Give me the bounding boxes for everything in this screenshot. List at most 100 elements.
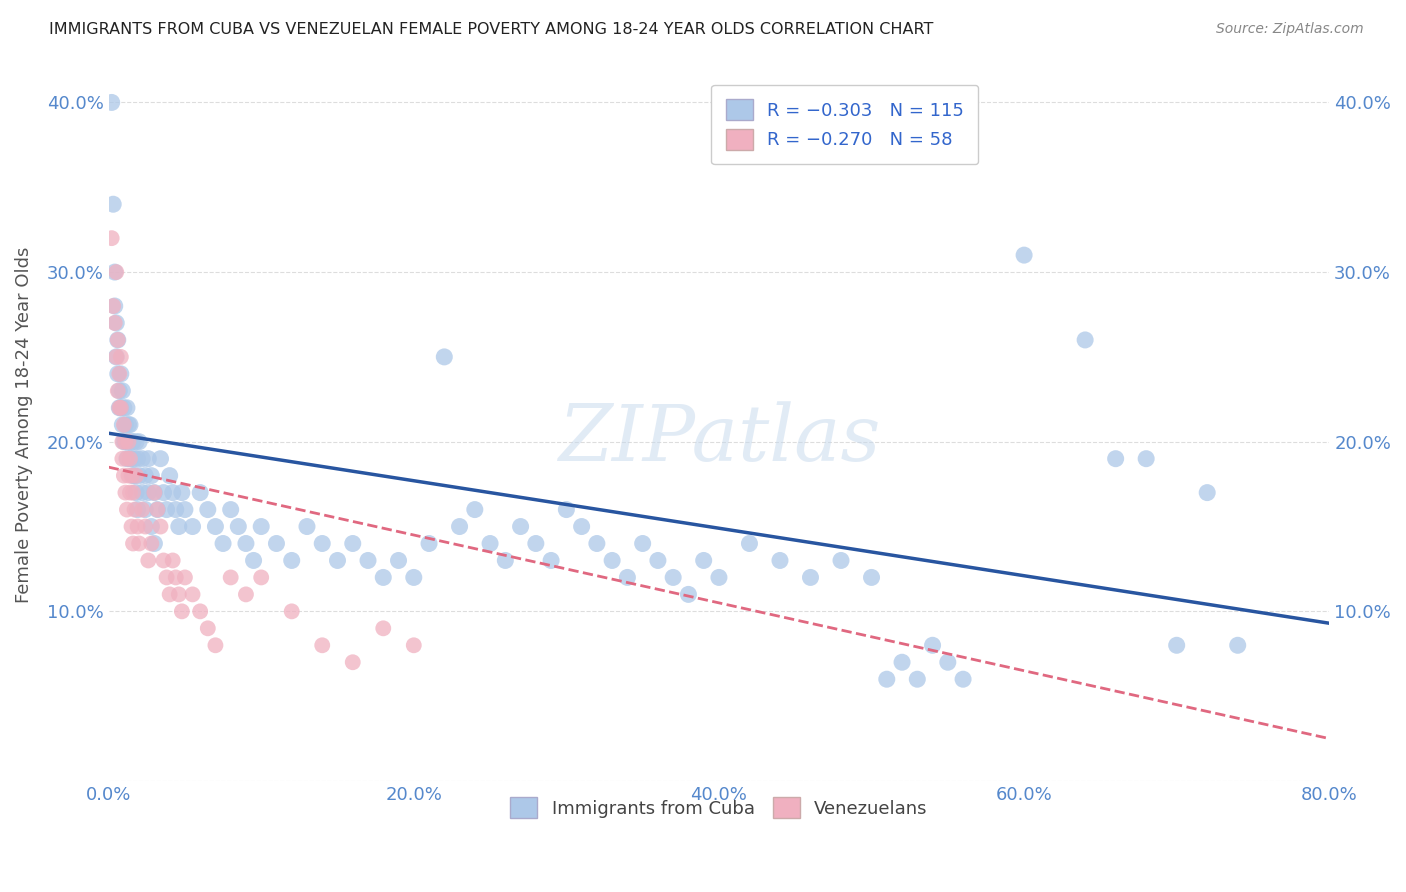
Point <box>707 570 730 584</box>
Point <box>155 570 177 584</box>
Point <box>876 672 898 686</box>
Point <box>418 536 440 550</box>
Legend: Immigrants from Cuba, Venezuelans: Immigrants from Cuba, Venezuelans <box>503 790 935 825</box>
Point <box>125 468 148 483</box>
Point <box>342 655 364 669</box>
Point <box>402 570 425 584</box>
Point <box>678 587 700 601</box>
Point <box>108 384 131 398</box>
Point <box>115 401 138 415</box>
Point <box>174 570 197 584</box>
Point <box>108 401 131 415</box>
Point <box>143 536 166 550</box>
Point <box>165 570 187 584</box>
Point <box>115 502 138 516</box>
Point <box>860 570 883 584</box>
Point <box>449 519 471 533</box>
Point <box>105 265 128 279</box>
Point <box>433 350 456 364</box>
Point <box>555 502 578 516</box>
Point <box>1197 485 1219 500</box>
Point <box>266 536 288 550</box>
Point <box>250 570 273 584</box>
Point <box>152 485 174 500</box>
Point <box>212 536 235 550</box>
Point <box>197 621 219 635</box>
Point <box>112 468 135 483</box>
Point <box>1166 638 1188 652</box>
Point <box>117 468 139 483</box>
Point <box>181 519 204 533</box>
Point <box>479 536 502 550</box>
Point <box>600 553 623 567</box>
Point <box>143 485 166 500</box>
Point <box>110 401 132 415</box>
Point <box>373 570 395 584</box>
Point <box>136 485 159 500</box>
Point <box>127 451 149 466</box>
Point <box>155 502 177 516</box>
Point <box>692 553 714 567</box>
Point <box>799 570 821 584</box>
Point <box>108 367 131 381</box>
Point <box>143 485 166 500</box>
Point <box>134 502 156 516</box>
Point <box>136 553 159 567</box>
Point <box>114 417 136 432</box>
Point <box>112 401 135 415</box>
Point <box>105 350 128 364</box>
Point <box>921 638 943 652</box>
Point <box>111 384 134 398</box>
Point <box>121 519 143 533</box>
Point <box>117 434 139 449</box>
Point <box>165 502 187 516</box>
Point <box>647 553 669 567</box>
Point <box>107 333 129 347</box>
Point <box>100 95 122 110</box>
Y-axis label: Female Poverty Among 18-24 Year Olds: Female Poverty Among 18-24 Year Olds <box>15 246 32 603</box>
Point <box>250 519 273 533</box>
Point <box>952 672 974 686</box>
Point <box>1074 333 1097 347</box>
Point <box>118 417 141 432</box>
Point <box>110 350 132 364</box>
Point <box>936 655 959 669</box>
Point <box>103 197 125 211</box>
Point <box>738 536 761 550</box>
Point <box>891 655 914 669</box>
Point <box>509 519 531 533</box>
Point <box>104 299 127 313</box>
Point <box>162 553 184 567</box>
Point <box>235 587 257 601</box>
Point <box>616 570 638 584</box>
Point <box>122 434 145 449</box>
Point <box>128 468 150 483</box>
Point <box>111 417 134 432</box>
Point <box>571 519 593 533</box>
Point <box>357 553 380 567</box>
Point <box>118 451 141 466</box>
Point <box>387 553 409 567</box>
Point <box>1226 638 1249 652</box>
Point <box>141 468 163 483</box>
Point <box>311 638 333 652</box>
Point <box>118 485 141 500</box>
Point <box>114 485 136 500</box>
Point <box>188 485 211 500</box>
Point <box>114 434 136 449</box>
Point <box>342 536 364 550</box>
Point <box>125 434 148 449</box>
Point <box>125 485 148 500</box>
Point <box>219 502 242 516</box>
Point <box>242 553 264 567</box>
Point <box>152 553 174 567</box>
Point <box>280 604 302 618</box>
Point <box>830 553 852 567</box>
Point <box>122 485 145 500</box>
Point <box>128 536 150 550</box>
Point <box>134 468 156 483</box>
Text: Source: ZipAtlas.com: Source: ZipAtlas.com <box>1216 22 1364 37</box>
Point <box>170 485 193 500</box>
Point <box>124 502 146 516</box>
Point <box>104 316 127 330</box>
